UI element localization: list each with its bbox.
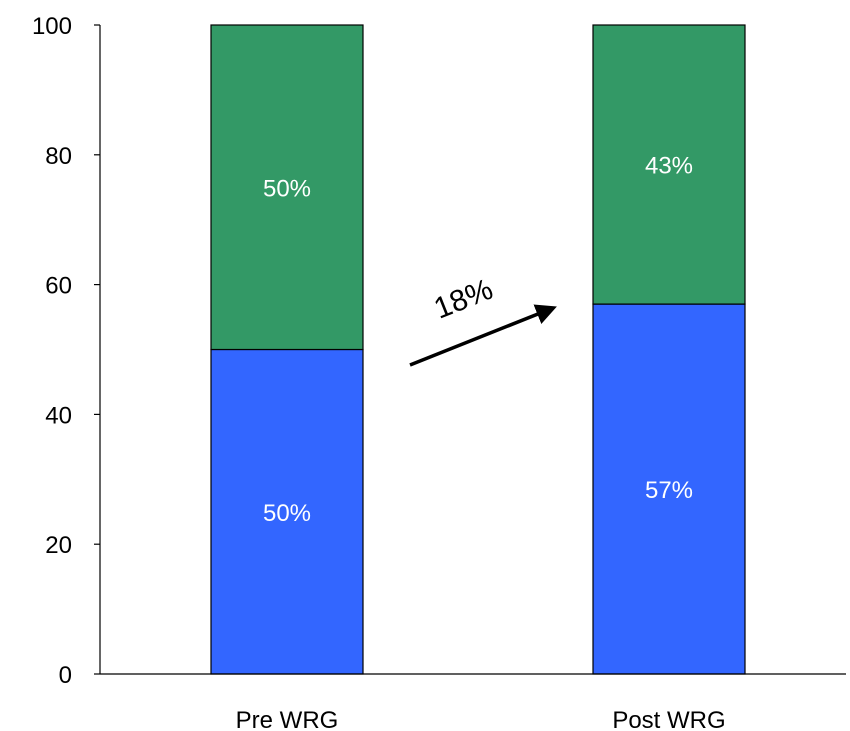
change-arrow [409,304,557,367]
x-tick-label: Post WRG [612,707,725,731]
y-tick-label: 20 [45,532,72,559]
annotation-layer: 18% [409,273,557,367]
bar-value-label: 50% [263,175,311,202]
y-tick-label: 80 [45,143,72,170]
bar-segment [210,348,364,675]
y-tick-label: 100 [32,13,72,40]
bar-value-label: 50% [263,500,311,527]
bar-value-label: 57% [645,477,693,504]
bar-segment [592,24,746,305]
y-tick-label: 60 [45,273,72,300]
change-annotation-label: 18% [429,273,497,326]
y-tick-label: 0 [59,662,72,689]
axes-layer: 0 20 40 60 80 100 Pre WRG Post WRG [32,13,846,731]
bar-value-label: 43% [645,153,693,180]
bars-layer [210,24,746,675]
x-tick-label: Pre WRG [236,707,339,731]
labels-layer: 50% 50% 57% 43% [263,153,693,527]
y-tick-label: 40 [45,402,72,429]
bar-segment [210,24,364,351]
